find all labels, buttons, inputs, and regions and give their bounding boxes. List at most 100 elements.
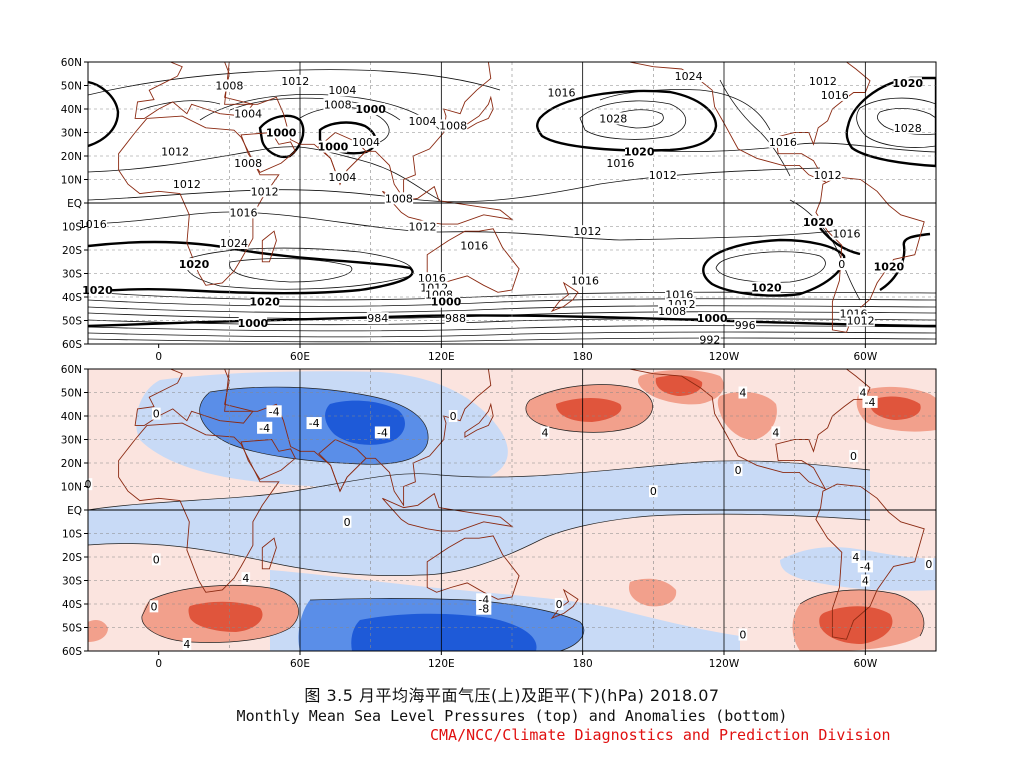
contour-label-text: 1016 [832, 228, 860, 241]
contour-label-text: -4 [860, 560, 871, 573]
lat-tick-label: 10N [61, 175, 82, 187]
slp-contour [715, 251, 826, 283]
coastline-madagascar [261, 537, 277, 570]
contour-label: 1024 [219, 236, 249, 250]
contour-label-text: 0 [925, 558, 932, 571]
contour-label-text: 1020 [803, 216, 834, 229]
contour-label: 0 [837, 258, 847, 271]
coastline-northamerica [629, 62, 871, 183]
contour-label-bg [238, 316, 268, 329]
contour-label-bg [417, 272, 447, 285]
contour-label: -8 [476, 602, 492, 616]
anomaly-positive-area [717, 391, 777, 440]
slp-contour [876, 108, 936, 135]
contour-label-bg [570, 274, 600, 287]
contour-label-text: 992 [699, 333, 720, 346]
contour-label-text: -4 [377, 426, 388, 439]
contour-label-text: 1016 [821, 89, 849, 102]
slp-lat-axis: 60N 50N 40N 30N 20N 10N EQ 10S 20S 30S 40S 50S 60S [61, 57, 88, 351]
contour-label-text: 1016 [229, 206, 257, 219]
contour-label: 1012 [573, 225, 602, 238]
contour-label: 1012 [648, 168, 677, 182]
contour-label-text: 0 [556, 598, 563, 611]
contour-label-bg [851, 551, 861, 563]
contour-label-bg [849, 449, 858, 462]
contour-label-text: 1016 [769, 136, 797, 149]
lat-tick-label: 60S [62, 646, 82, 658]
contour-label-bg [893, 121, 922, 134]
contour-label: 1000 [266, 126, 297, 140]
lon-tick-label: 180 [573, 658, 593, 670]
contour-label: 1008 [657, 305, 687, 318]
contour-label-text: 0 [739, 629, 746, 642]
contour-label: 0 [149, 600, 159, 613]
slp-coastlines [118, 62, 925, 333]
contour-label: 1016 [547, 86, 576, 100]
contour-label-bg [306, 417, 322, 430]
contour-label-bg [862, 395, 878, 408]
contour-label-text: 996 [735, 319, 756, 332]
contour-label-bg [846, 314, 875, 327]
coastline-africa [118, 422, 280, 593]
lon-tick-label: 180 [573, 351, 593, 363]
slp-contour-1020 [702, 238, 846, 297]
contour-label-text: 0 [153, 553, 160, 566]
contour-label-text: 0 [850, 450, 857, 463]
contour-label-text: 1012 [161, 145, 189, 158]
contour-label-bg [431, 295, 461, 308]
coastline-northamerica-wrap [0, 369, 22, 489]
contour-label-text: 1020 [82, 284, 113, 297]
contour-label: 0 [649, 485, 658, 498]
contour-label-text: 0 [450, 410, 457, 423]
contour-label-text: 1020 [874, 260, 905, 273]
slp-contour [719, 79, 791, 177]
contour-label-text: 1020 [179, 258, 210, 271]
coastline-newzealand [550, 281, 579, 313]
slp-contour [229, 258, 353, 283]
anomaly-positive-area [819, 606, 893, 644]
contour-label-text: 1020 [751, 282, 782, 295]
contour-label-bg [172, 178, 202, 191]
contour-label-bg [351, 135, 381, 148]
contour-label-bg [323, 98, 352, 111]
contour-label: 1000 [431, 295, 462, 309]
contour-label: 4 [182, 637, 192, 651]
contour-label-text: 1000 [697, 312, 728, 325]
lon-tick-label: 120W [709, 658, 740, 670]
contour-label-bg [266, 405, 282, 418]
contour-label: 1016 [768, 135, 798, 149]
contour-label-bg [328, 171, 357, 184]
contour-label: 1020 [874, 260, 905, 273]
contour-label-text: 4 [859, 387, 866, 400]
contour-label-bg [460, 239, 489, 252]
contour-label-bg [771, 426, 781, 439]
contour-label: 1000 [318, 140, 349, 154]
contour-label-text: -4 [259, 422, 270, 435]
contour-label-text: 1020 [624, 145, 655, 158]
contour-label: 1020 [624, 145, 655, 158]
slp-contour [88, 298, 936, 307]
anomaly-positive-area [628, 578, 677, 607]
contour-label-text: 1008 [324, 98, 352, 111]
contour-label-text: 1016 [547, 87, 575, 100]
contour-label: 1012 [846, 314, 875, 328]
contour-label: 1004 [351, 135, 381, 149]
contour-label-bg [408, 220, 437, 233]
figure-caption-english: Monthly Mean Sea Level Pressures (top) a… [236, 707, 788, 725]
contour-label: 0 [738, 628, 748, 642]
slp-lon-axis: 0 60E 120E 180 120W 60W [155, 344, 878, 363]
slp-contour-1020 [536, 89, 718, 152]
contour-label-bg [250, 295, 279, 308]
lat-tick-label: 50N [61, 81, 82, 93]
contour-label-bg [152, 553, 161, 566]
contour-label-bg [233, 157, 263, 170]
contour-label: -4 [306, 417, 322, 430]
lat-tick-label: EQ [67, 505, 82, 517]
lon-tick-label: 120E [428, 658, 455, 670]
slp-contour [579, 100, 687, 140]
coastline-europe [134, 62, 254, 119]
contour-label: 1012 [408, 220, 437, 234]
contour-label: 1008 [215, 79, 244, 93]
lat-tick-label: 60N [61, 57, 82, 69]
